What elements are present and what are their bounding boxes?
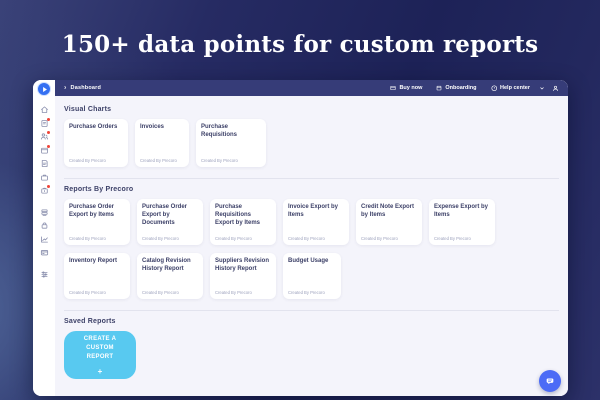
sidebar-item-inventory[interactable] (40, 208, 49, 217)
section-title-saved-reports: Saved Reports (64, 318, 116, 325)
expense-bag-icon (40, 187, 48, 194)
help-center-button[interactable]: Help center (491, 85, 530, 92)
report-card-po-export-documents[interactable]: Purchase Order Export by Documents Creat… (137, 199, 203, 245)
report-card-invoices[interactable]: Invoices Created By Precoro (135, 119, 189, 167)
breadcrumb-chevron-icon: › (64, 84, 67, 91)
report-card-purchase-requisitions[interactable]: Purchase Requisitions Created By Precoro (196, 119, 266, 167)
create-custom-report-button[interactable]: CREATE A CUSTOM REPORT + (64, 331, 136, 379)
sliders-icon (40, 271, 48, 277)
card-created-by: Created By Precoro (288, 290, 325, 295)
card-created-by: Created By Precoro (142, 290, 179, 295)
create-custom-report-label: CREATE A CUSTOM REPORT (83, 335, 117, 360)
lock-icon (41, 222, 47, 229)
help-circle-icon (491, 85, 497, 91)
stack-icon (40, 208, 48, 216)
onboarding-button[interactable]: Onboarding (436, 85, 477, 91)
report-card-purchase-orders[interactable]: Purchase Orders Created By Precoro (64, 119, 128, 167)
card-title: Catalog Revision History Report (142, 258, 191, 272)
buy-now-button[interactable]: Buy now (390, 85, 422, 91)
card-title: Budget Usage (288, 258, 329, 264)
visual-charts-card-row: Purchase Orders Created By Precoro Invoi… (64, 119, 559, 167)
chevron-down-icon (540, 87, 544, 90)
card-created-by: Created By Precoro (142, 236, 179, 241)
card-created-by: Created By Precoro (69, 158, 106, 163)
card-created-by: Created By Precoro (288, 236, 325, 241)
sidebar-item-budgets[interactable] (40, 221, 49, 230)
report-card-pr-export-items[interactable]: Purchase Requisitions Export by Items Cr… (210, 199, 276, 245)
card-title: Invoices (140, 124, 165, 130)
card-created-by: Created By Precoro (69, 236, 106, 241)
main-content: Visual Charts Purchase Orders Created By… (55, 96, 568, 396)
report-card-catalog-revision-history[interactable]: Catalog Revision History Report Created … (137, 253, 203, 299)
top-bar: › Dashboard Buy now Onboarding Help cent… (55, 80, 568, 96)
onboarding-label: Onboarding (445, 85, 477, 91)
app-window: › Dashboard Buy now Onboarding Help cent… (33, 80, 568, 396)
section-divider (64, 310, 559, 311)
sidebar-nav (33, 80, 55, 396)
report-card-budget-usage[interactable]: Budget Usage Created By Precoro (283, 253, 341, 299)
card-title: Purchase Requisitions Export by Items (215, 204, 261, 226)
help-center-label: Help center (500, 85, 530, 91)
user-menu-button[interactable] (552, 85, 559, 92)
line-chart-icon (40, 235, 48, 243)
credit-card-icon (40, 249, 48, 256)
sidebar-item-payments[interactable] (40, 248, 49, 257)
chat-bubble-icon (546, 378, 554, 385)
report-card-inventory-report[interactable]: Inventory Report Created By Precoro (64, 253, 130, 299)
report-card-credit-note-export-items[interactable]: Credit Note Export by Items Created By P… (356, 199, 422, 245)
reports-by-precoro-card-grid: Purchase Order Export by Items Created B… (64, 199, 559, 299)
marketing-headline: 150+ data points for custom reports (61, 31, 539, 58)
sidebar-item-invoices[interactable] (40, 173, 49, 182)
buy-now-label: Buy now (399, 85, 423, 91)
topbar-dropdown-toggle[interactable] (539, 85, 545, 91)
credit-card-icon (390, 85, 396, 91)
chat-widget-button[interactable] (539, 370, 561, 392)
card-title: Inventory Report (69, 258, 118, 264)
precoro-logo[interactable] (37, 82, 51, 96)
calendar-icon (437, 85, 442, 91)
card-title: Purchase Requisitions (201, 124, 238, 138)
card-created-by: Created By Precoro (434, 236, 471, 241)
play-icon (42, 86, 47, 92)
purchase-order-icon (40, 147, 48, 154)
card-title: Suppliers Revision History Report (215, 258, 270, 272)
report-card-suppliers-revision-history[interactable]: Suppliers Revision History Report Create… (210, 253, 276, 299)
card-title: Invoice Export by Items (288, 204, 339, 218)
report-card-po-export-items[interactable]: Purchase Order Export by Items Created B… (64, 199, 130, 245)
sidebar-item-receipts[interactable] (40, 159, 49, 168)
request-document-icon (40, 119, 48, 127)
plus-icon: + (97, 366, 103, 376)
section-divider (64, 178, 559, 179)
card-created-by: Created By Precoro (215, 290, 252, 295)
sidebar-item-expenses[interactable] (40, 185, 50, 195)
sidebar-item-requests[interactable] (40, 117, 50, 128)
breadcrumb[interactable]: › Dashboard (64, 84, 102, 92)
receipt-icon (41, 160, 48, 167)
sidebar-item-settings[interactable] (40, 270, 49, 279)
briefcase-icon (40, 174, 48, 181)
card-title: Purchase Order Export by Documents (142, 204, 188, 226)
card-title: Purchase Orders (69, 124, 118, 130)
sidebar-item-reports[interactable] (40, 235, 49, 244)
card-title: Credit Note Export by Items (361, 204, 415, 218)
card-created-by: Created By Precoro (215, 236, 252, 241)
home-icon (40, 106, 48, 113)
breadcrumb-label: Dashboard (70, 85, 102, 91)
card-created-by: Created By Precoro (201, 158, 238, 163)
people-icon (40, 133, 48, 140)
user-icon (553, 85, 558, 91)
report-card-expense-export-items[interactable]: Expense Export by Items Created By Preco… (429, 199, 495, 245)
sidebar-item-suppliers[interactable] (40, 131, 50, 141)
sidebar-item-home[interactable] (40, 105, 49, 114)
card-created-by: Created By Precoro (361, 236, 398, 241)
section-title-visual-charts: Visual Charts (64, 106, 112, 113)
report-card-invoice-export-items[interactable]: Invoice Export by Items Created By Preco… (283, 199, 349, 245)
card-title: Expense Export by Items (434, 204, 489, 218)
card-created-by: Created By Precoro (140, 158, 177, 163)
card-title: Purchase Order Export by Items (69, 204, 115, 218)
section-title-reports-by-precoro: Reports By Precoro (64, 186, 134, 193)
sidebar-item-purchase-orders[interactable] (40, 144, 50, 155)
card-created-by: Created By Precoro (69, 290, 106, 295)
